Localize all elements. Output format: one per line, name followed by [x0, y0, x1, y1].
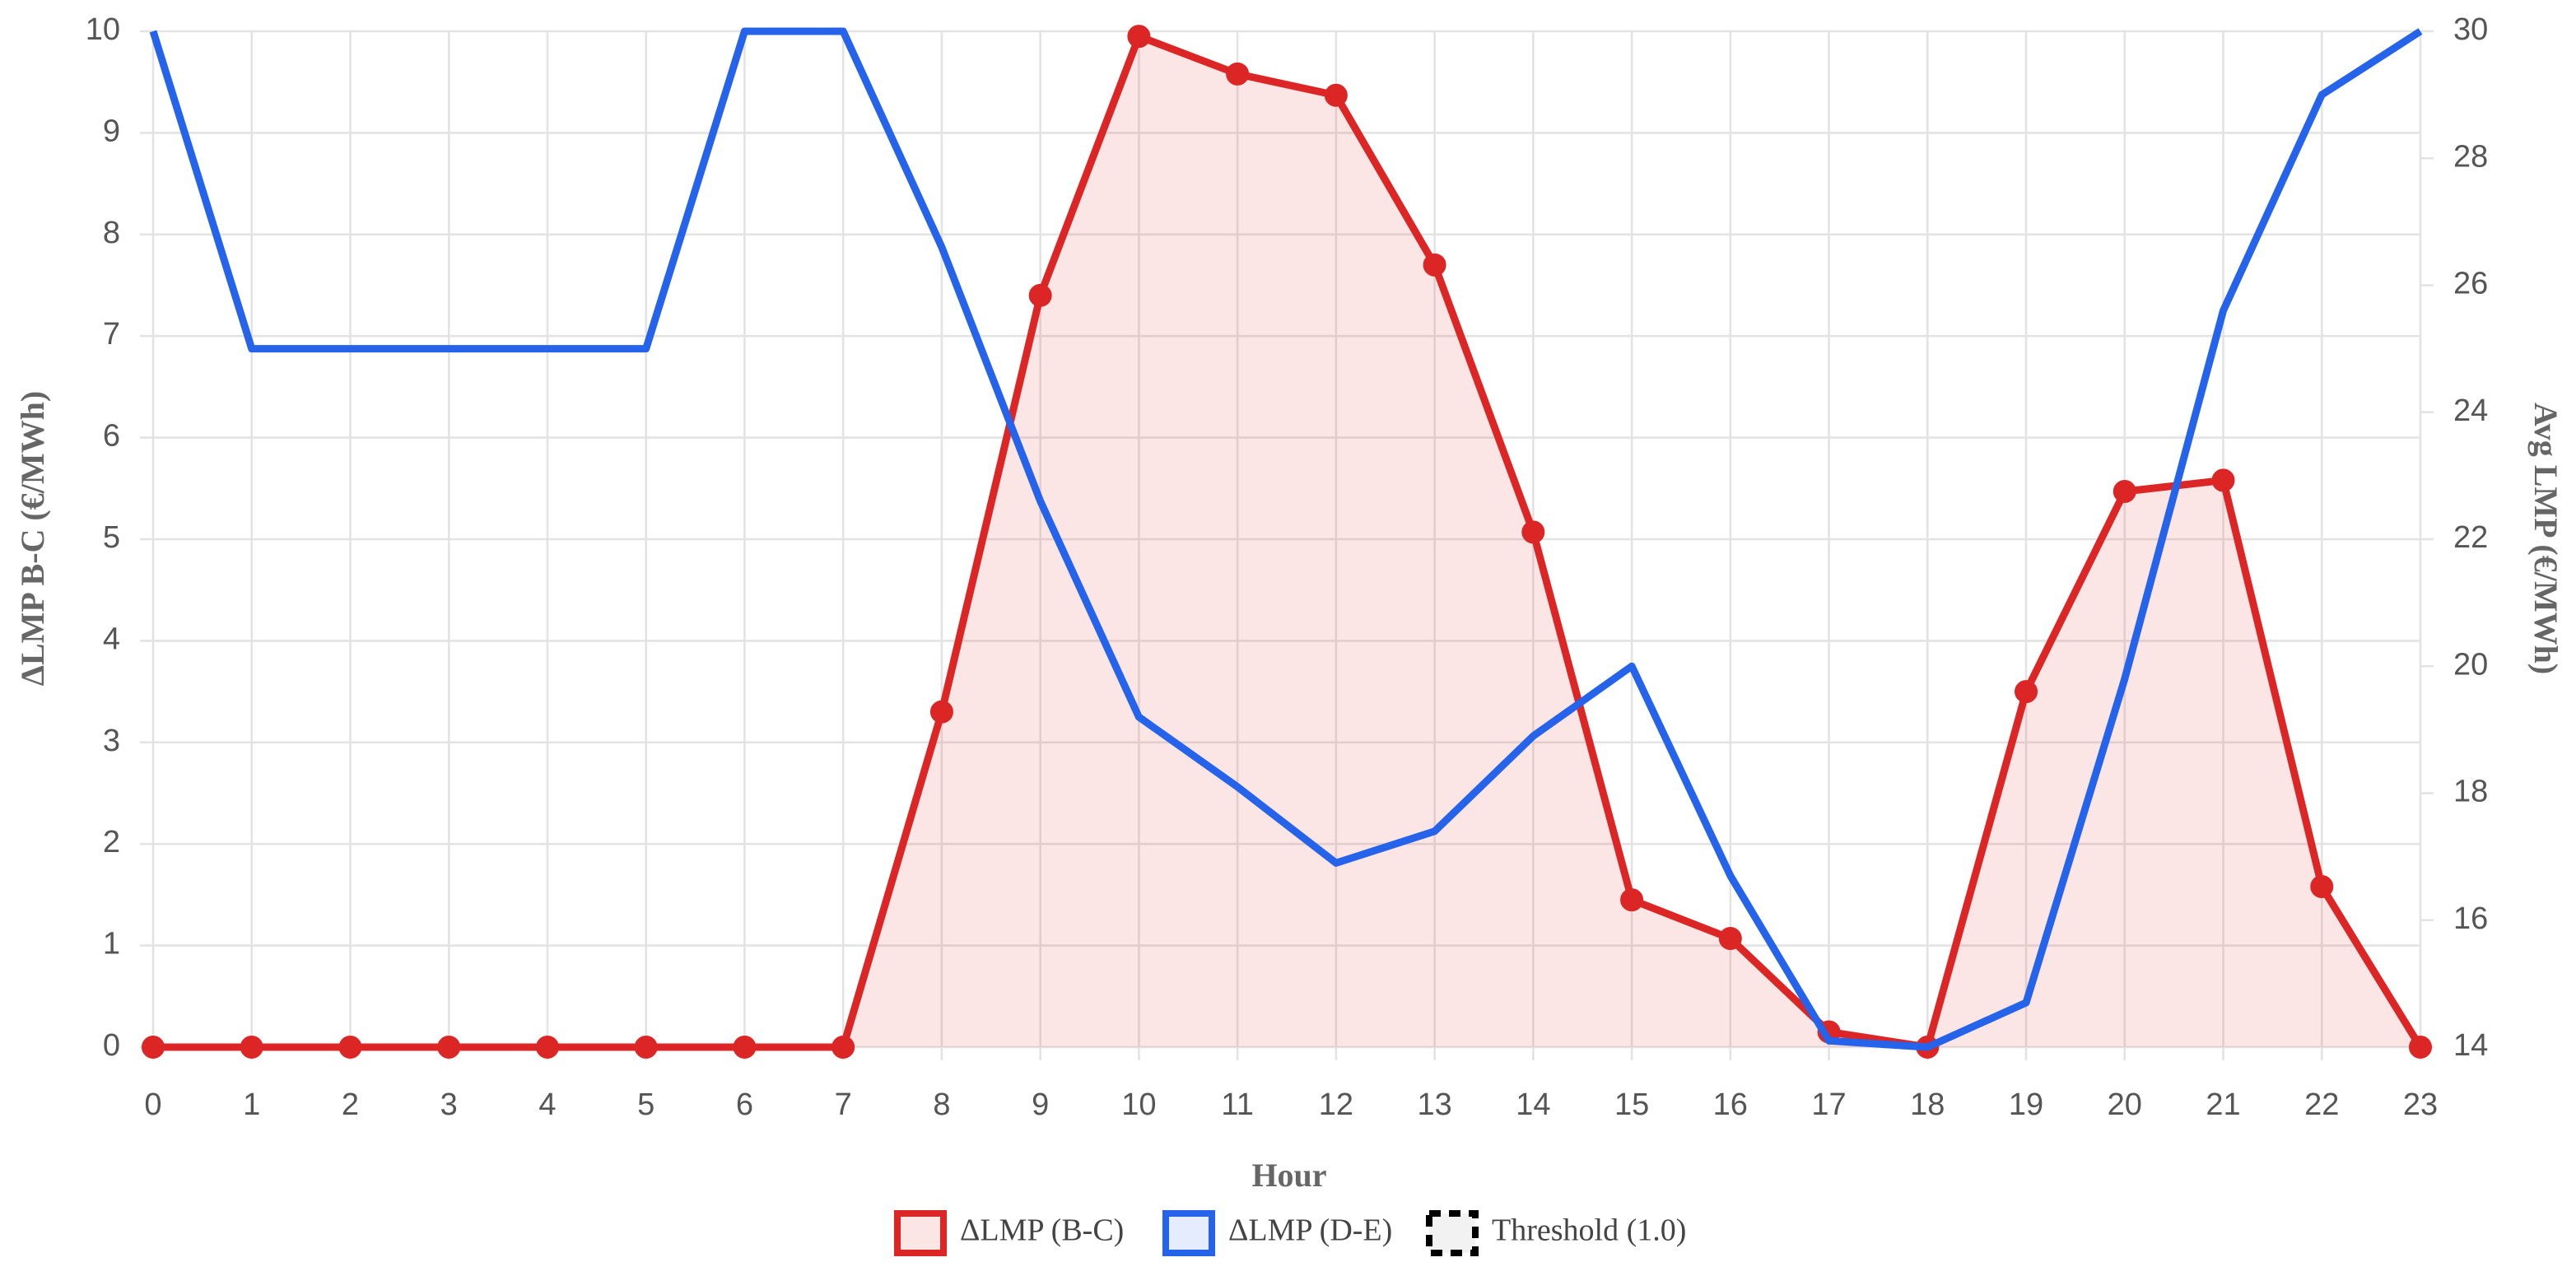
- x-tick-label: 0: [144, 1087, 161, 1122]
- x-tick-label: 20: [2108, 1087, 2142, 1122]
- marker: [1226, 62, 1250, 86]
- marker: [535, 1036, 559, 1059]
- x-tick-label: 7: [835, 1087, 852, 1122]
- marker: [1521, 520, 1545, 544]
- y-tick-label: 3: [103, 724, 120, 758]
- marker: [831, 1036, 855, 1059]
- marker: [338, 1036, 362, 1059]
- x-tick-label: 22: [2304, 1087, 2339, 1122]
- y-tick-label: 0: [103, 1028, 120, 1063]
- x-tick-label: 3: [440, 1087, 458, 1122]
- marker: [1127, 25, 1151, 49]
- y2-tick-label: 16: [2453, 901, 2488, 936]
- marker: [733, 1036, 757, 1059]
- y-tick-label: 7: [103, 317, 120, 352]
- y-tick-label: 2: [103, 825, 120, 859]
- line: [153, 32, 2424, 1051]
- y-tick-label: 9: [103, 114, 120, 148]
- y2-tick-label: 22: [2453, 520, 2488, 555]
- y2-tick-label: 18: [2453, 775, 2488, 809]
- marker: [437, 1036, 461, 1059]
- legend-label: ΔLMP (B-C): [960, 1213, 1124, 1248]
- legend-swatch: [1426, 1210, 1479, 1256]
- legend-label: Threshold (1.0): [1492, 1213, 1686, 1248]
- x-tick-label: 23: [2403, 1087, 2438, 1122]
- y-tick-label: 6: [103, 419, 120, 454]
- marker: [929, 700, 953, 724]
- x-axis-title: Hour: [1251, 1157, 1326, 1194]
- marker: [2409, 1036, 2432, 1059]
- marker: [1324, 83, 1348, 107]
- area: [153, 36, 2420, 1047]
- marker: [1620, 888, 1644, 912]
- y-tick-label: 1: [103, 927, 120, 962]
- y-tick-label: 4: [103, 622, 120, 656]
- x-tick-label: 11: [1221, 1087, 1253, 1122]
- x-tick-label: 15: [1614, 1087, 1649, 1122]
- x-tick-label: 19: [2009, 1087, 2043, 1122]
- line: [149, 27, 2423, 1051]
- x-tick-label: 1: [243, 1087, 260, 1122]
- y2-axis-title: Avg LMP (€/MWh): [2527, 403, 2564, 674]
- marker: [1718, 926, 1742, 950]
- x-tick-label: 10: [1121, 1087, 1156, 1122]
- x-tick-label: 21: [2206, 1087, 2240, 1122]
- marker: [2113, 480, 2136, 504]
- x-tick-label: 12: [1319, 1087, 1353, 1122]
- y2-tick-label: 26: [2453, 267, 2488, 301]
- legend-swatch: [1162, 1210, 1215, 1256]
- x-tick-label: 5: [637, 1087, 654, 1122]
- y2-tick-label: 14: [2453, 1028, 2488, 1063]
- x-tick-label: 16: [1713, 1087, 1748, 1122]
- x-tick-label: 13: [1417, 1087, 1451, 1122]
- y2-tick-label: 20: [2453, 647, 2488, 682]
- x-tick-label: 6: [736, 1087, 753, 1122]
- y-axis-title: ΔLMP B-C (€/MWh): [14, 391, 51, 686]
- marker: [634, 1036, 658, 1059]
- marker: [142, 1036, 165, 1059]
- x-tick-label: 2: [342, 1087, 359, 1122]
- y-tick-label: 5: [103, 520, 120, 555]
- y2-tick-label: 28: [2453, 139, 2488, 174]
- x-tick-label: 14: [1516, 1087, 1550, 1122]
- x-tick-label: 9: [1032, 1087, 1049, 1122]
- y2-tick-label: 30: [2453, 12, 2488, 47]
- marker: [2211, 468, 2235, 492]
- marker: [1423, 253, 1446, 277]
- marker: [1028, 283, 1052, 307]
- y-tick-label: 8: [103, 216, 120, 250]
- marker: [240, 1036, 263, 1059]
- x-tick-label: 17: [1811, 1087, 1846, 1122]
- y-tick-label: 10: [86, 12, 120, 47]
- x-tick-label: 18: [1910, 1087, 1945, 1122]
- legend-label: ΔLMP (D-E): [1228, 1213, 1392, 1248]
- marker: [2310, 875, 2334, 899]
- x-tick-label: 4: [538, 1087, 556, 1122]
- marker: [2015, 680, 2038, 704]
- y2-tick-label: 24: [2453, 394, 2488, 428]
- legend-swatch: [894, 1210, 947, 1256]
- x-tick-label: 8: [933, 1087, 950, 1122]
